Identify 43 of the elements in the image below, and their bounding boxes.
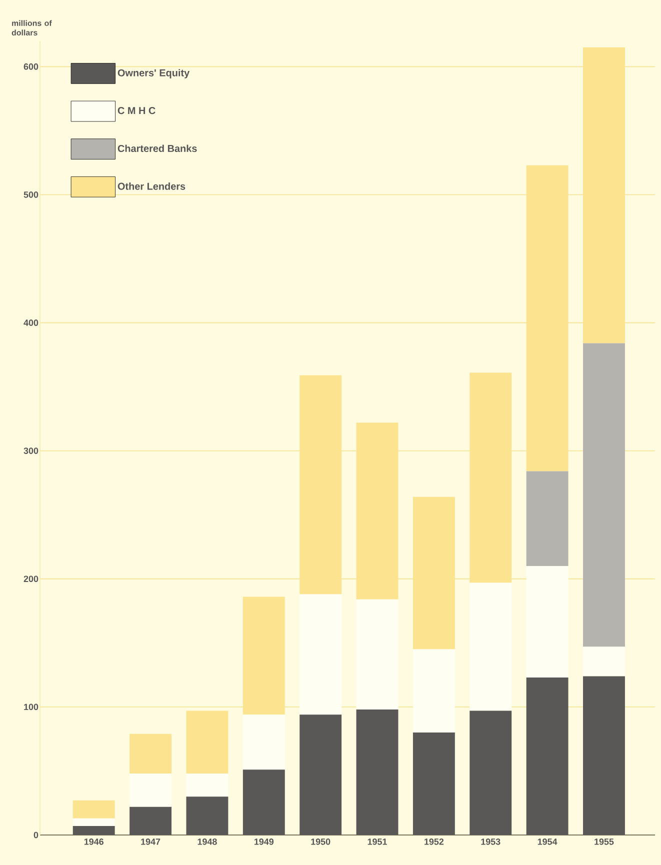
bar xyxy=(470,372,512,583)
bar xyxy=(242,714,285,770)
y-tick-label: 600 xyxy=(24,63,38,70)
bar xyxy=(470,582,512,711)
x-tick-label: 1954 xyxy=(538,838,558,845)
bar xyxy=(130,734,172,774)
legend-label: C M H C xyxy=(118,107,156,114)
bar xyxy=(526,566,568,678)
bar xyxy=(356,599,398,710)
y-tick-label: 100 xyxy=(24,704,38,710)
bar xyxy=(412,649,455,733)
y-tick-label: 400 xyxy=(24,320,38,326)
bar xyxy=(526,165,568,472)
bar xyxy=(583,47,625,344)
bar xyxy=(300,375,342,594)
y-tick-label: 300 xyxy=(24,448,38,454)
bar xyxy=(72,818,115,826)
bar xyxy=(300,594,342,715)
bar xyxy=(242,596,285,715)
y-tick-label: 0 xyxy=(34,832,38,838)
bar xyxy=(186,774,228,797)
x-tick-label: 1953 xyxy=(481,838,500,845)
x-tick-label: 1947 xyxy=(141,838,160,845)
x-tick-label: 1955 xyxy=(594,838,614,845)
bar xyxy=(72,800,115,818)
bar xyxy=(356,422,398,600)
bar xyxy=(186,710,228,774)
legend-label: Owners' Equity xyxy=(118,69,190,78)
bar xyxy=(583,646,625,676)
bar xyxy=(130,774,172,807)
legend-label: Chartered Banks xyxy=(118,144,197,152)
x-tick-label: 1948 xyxy=(198,838,217,845)
y-tick-label: 200 xyxy=(24,576,38,582)
y-tick-label: 500 xyxy=(24,191,38,198)
bar xyxy=(526,471,568,566)
bar xyxy=(583,343,625,647)
x-tick-label: 1952 xyxy=(424,838,444,845)
legend-label: Other Lenders xyxy=(118,182,186,190)
x-tick-label: 1950 xyxy=(311,838,330,845)
x-tick-label: 1951 xyxy=(368,838,387,845)
x-tick-label: 1946 xyxy=(84,838,104,845)
x-tick-label: 1949 xyxy=(254,838,274,845)
bar xyxy=(412,496,455,650)
